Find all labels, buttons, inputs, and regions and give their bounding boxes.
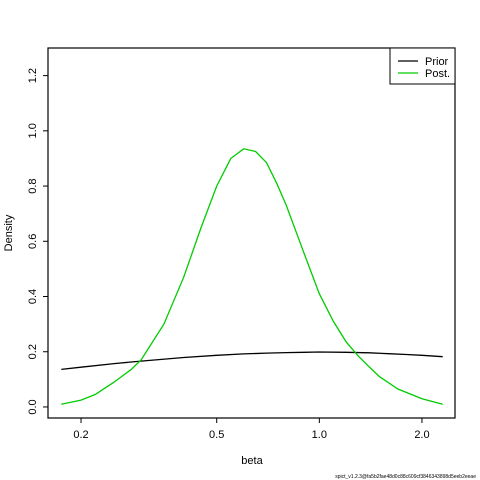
- x-tick-label: 1.0: [312, 429, 327, 441]
- y-tick-label: 0.2: [27, 344, 39, 359]
- y-tick-label: 0.0: [27, 399, 39, 414]
- y-axis: 0.0 0.2 0.4 0.6 0.8 1.0 1.2: [27, 68, 48, 415]
- x-tick-label: 0.2: [73, 429, 88, 441]
- plot-frame: [47, 47, 456, 419]
- y-tick-label: 1.0: [27, 123, 39, 138]
- x-tick-label: 2.0: [414, 429, 429, 441]
- y-tick-label: 0.4: [27, 289, 39, 304]
- legend-label: Post.: [425, 68, 450, 80]
- y-axis-label: Density: [3, 214, 15, 251]
- y-tick-label: 0.6: [27, 234, 39, 249]
- legend-label: Prior: [425, 56, 449, 68]
- series-line-post: [61, 148, 443, 405]
- y-tick-label: 0.8: [27, 178, 39, 193]
- x-axis: 0.2 0.5 1.0 2.0: [73, 418, 430, 441]
- series-line-prior: [61, 351, 443, 371]
- plot-lines: [61, 148, 443, 405]
- version-footnote: spict_v1.2.3@fa5b2fae48d0c88c609cf384634…: [335, 474, 476, 480]
- legend-box: [389, 47, 456, 85]
- x-axis-label: beta: [241, 455, 263, 467]
- y-tick-label: 1.2: [27, 68, 39, 83]
- x-tick-label: 0.5: [209, 429, 224, 441]
